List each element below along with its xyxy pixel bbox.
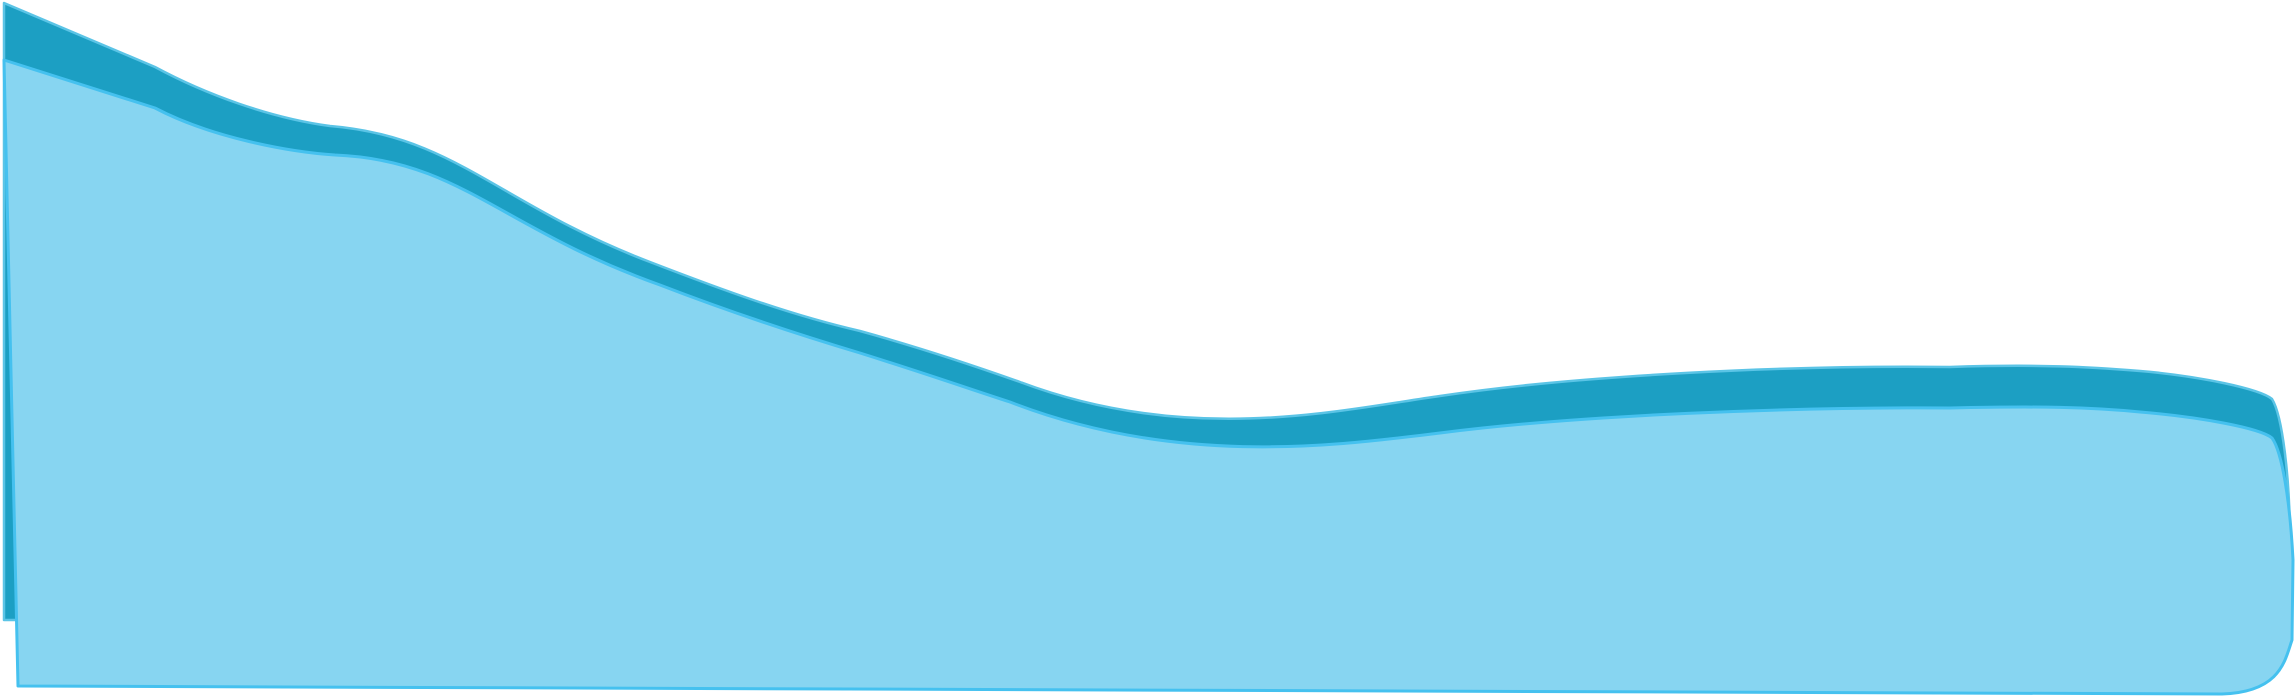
light-water-area <box>2 58 2295 696</box>
